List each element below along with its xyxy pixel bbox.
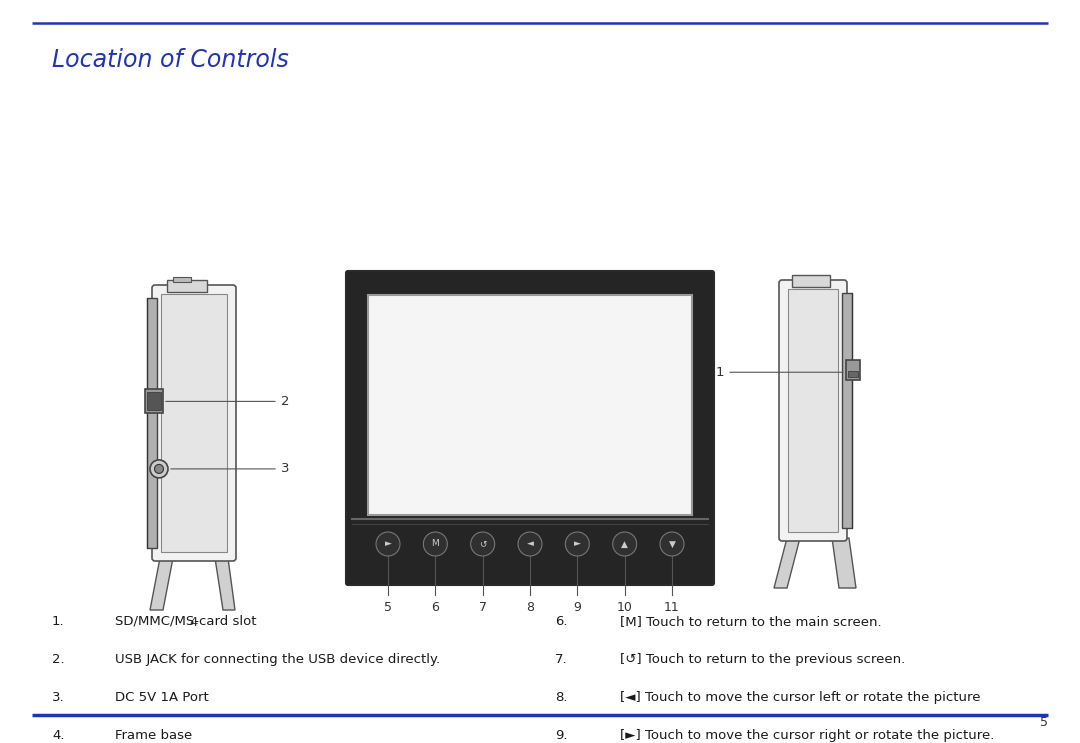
Text: M: M (431, 539, 440, 548)
Text: 2.: 2. (52, 653, 65, 666)
Text: ▼: ▼ (669, 539, 675, 548)
FancyBboxPatch shape (779, 280, 847, 541)
Bar (788, 289, 838, 532)
Text: 1: 1 (715, 366, 724, 379)
Circle shape (154, 464, 163, 473)
Text: 8: 8 (526, 601, 534, 614)
Polygon shape (774, 538, 800, 588)
Text: USB JACK for connecting the USB device directly.: USB JACK for connecting the USB device d… (114, 653, 441, 666)
Text: 3: 3 (281, 462, 289, 476)
Circle shape (660, 532, 684, 556)
Text: 6: 6 (431, 601, 440, 614)
Text: 7: 7 (478, 601, 487, 614)
Polygon shape (832, 538, 856, 588)
Bar (842, 293, 852, 528)
Bar (173, 277, 191, 282)
Text: 6.: 6. (555, 615, 567, 628)
Bar (848, 372, 858, 377)
Bar (368, 295, 692, 515)
FancyBboxPatch shape (152, 285, 237, 561)
Text: 8.: 8. (555, 691, 567, 704)
Bar (147, 298, 157, 548)
Text: 5: 5 (384, 601, 392, 614)
Text: [M] Touch to return to the main screen.: [M] Touch to return to the main screen. (620, 615, 881, 628)
Text: [►] Touch to move the cursor right or rotate the picture.: [►] Touch to move the cursor right or ro… (620, 729, 995, 742)
Bar (145, 389, 163, 413)
Circle shape (423, 532, 447, 556)
Circle shape (518, 532, 542, 556)
Text: ◄: ◄ (527, 539, 534, 548)
Text: 1.: 1. (52, 615, 65, 628)
Circle shape (612, 532, 637, 556)
Text: ►: ► (573, 539, 581, 548)
Circle shape (150, 460, 168, 478)
Text: ↺: ↺ (478, 539, 486, 548)
Bar (147, 392, 161, 410)
Text: ►: ► (384, 539, 391, 548)
Circle shape (376, 532, 400, 556)
Text: 7.: 7. (555, 653, 568, 666)
Text: 2: 2 (281, 395, 289, 408)
Bar (167, 280, 207, 292)
Text: 3.: 3. (52, 691, 65, 704)
Text: 10: 10 (617, 601, 633, 614)
Text: 5: 5 (1040, 716, 1048, 729)
Text: 9: 9 (573, 601, 581, 614)
Text: Location of Controls: Location of Controls (52, 48, 288, 72)
Polygon shape (150, 558, 173, 610)
Text: [◄] Touch to move the cursor left or rotate the picture: [◄] Touch to move the cursor left or rot… (620, 691, 981, 704)
FancyBboxPatch shape (346, 271, 714, 585)
Text: 4.: 4. (52, 729, 65, 742)
Bar (161, 294, 227, 552)
Text: SD/MMC/MS-card slot: SD/MMC/MS-card slot (114, 615, 257, 628)
Circle shape (471, 532, 495, 556)
Text: 4: 4 (190, 616, 199, 629)
Text: DC 5V 1A Port: DC 5V 1A Port (114, 691, 208, 704)
Text: Frame base: Frame base (114, 729, 192, 742)
Polygon shape (215, 558, 235, 610)
Circle shape (565, 532, 590, 556)
Bar (792, 275, 831, 287)
Text: 9.: 9. (555, 729, 567, 742)
Bar (846, 360, 860, 380)
Text: ▲: ▲ (621, 539, 629, 548)
Text: [↺] Touch to return to the previous screen.: [↺] Touch to return to the previous scre… (620, 653, 905, 666)
Text: 11: 11 (664, 601, 680, 614)
